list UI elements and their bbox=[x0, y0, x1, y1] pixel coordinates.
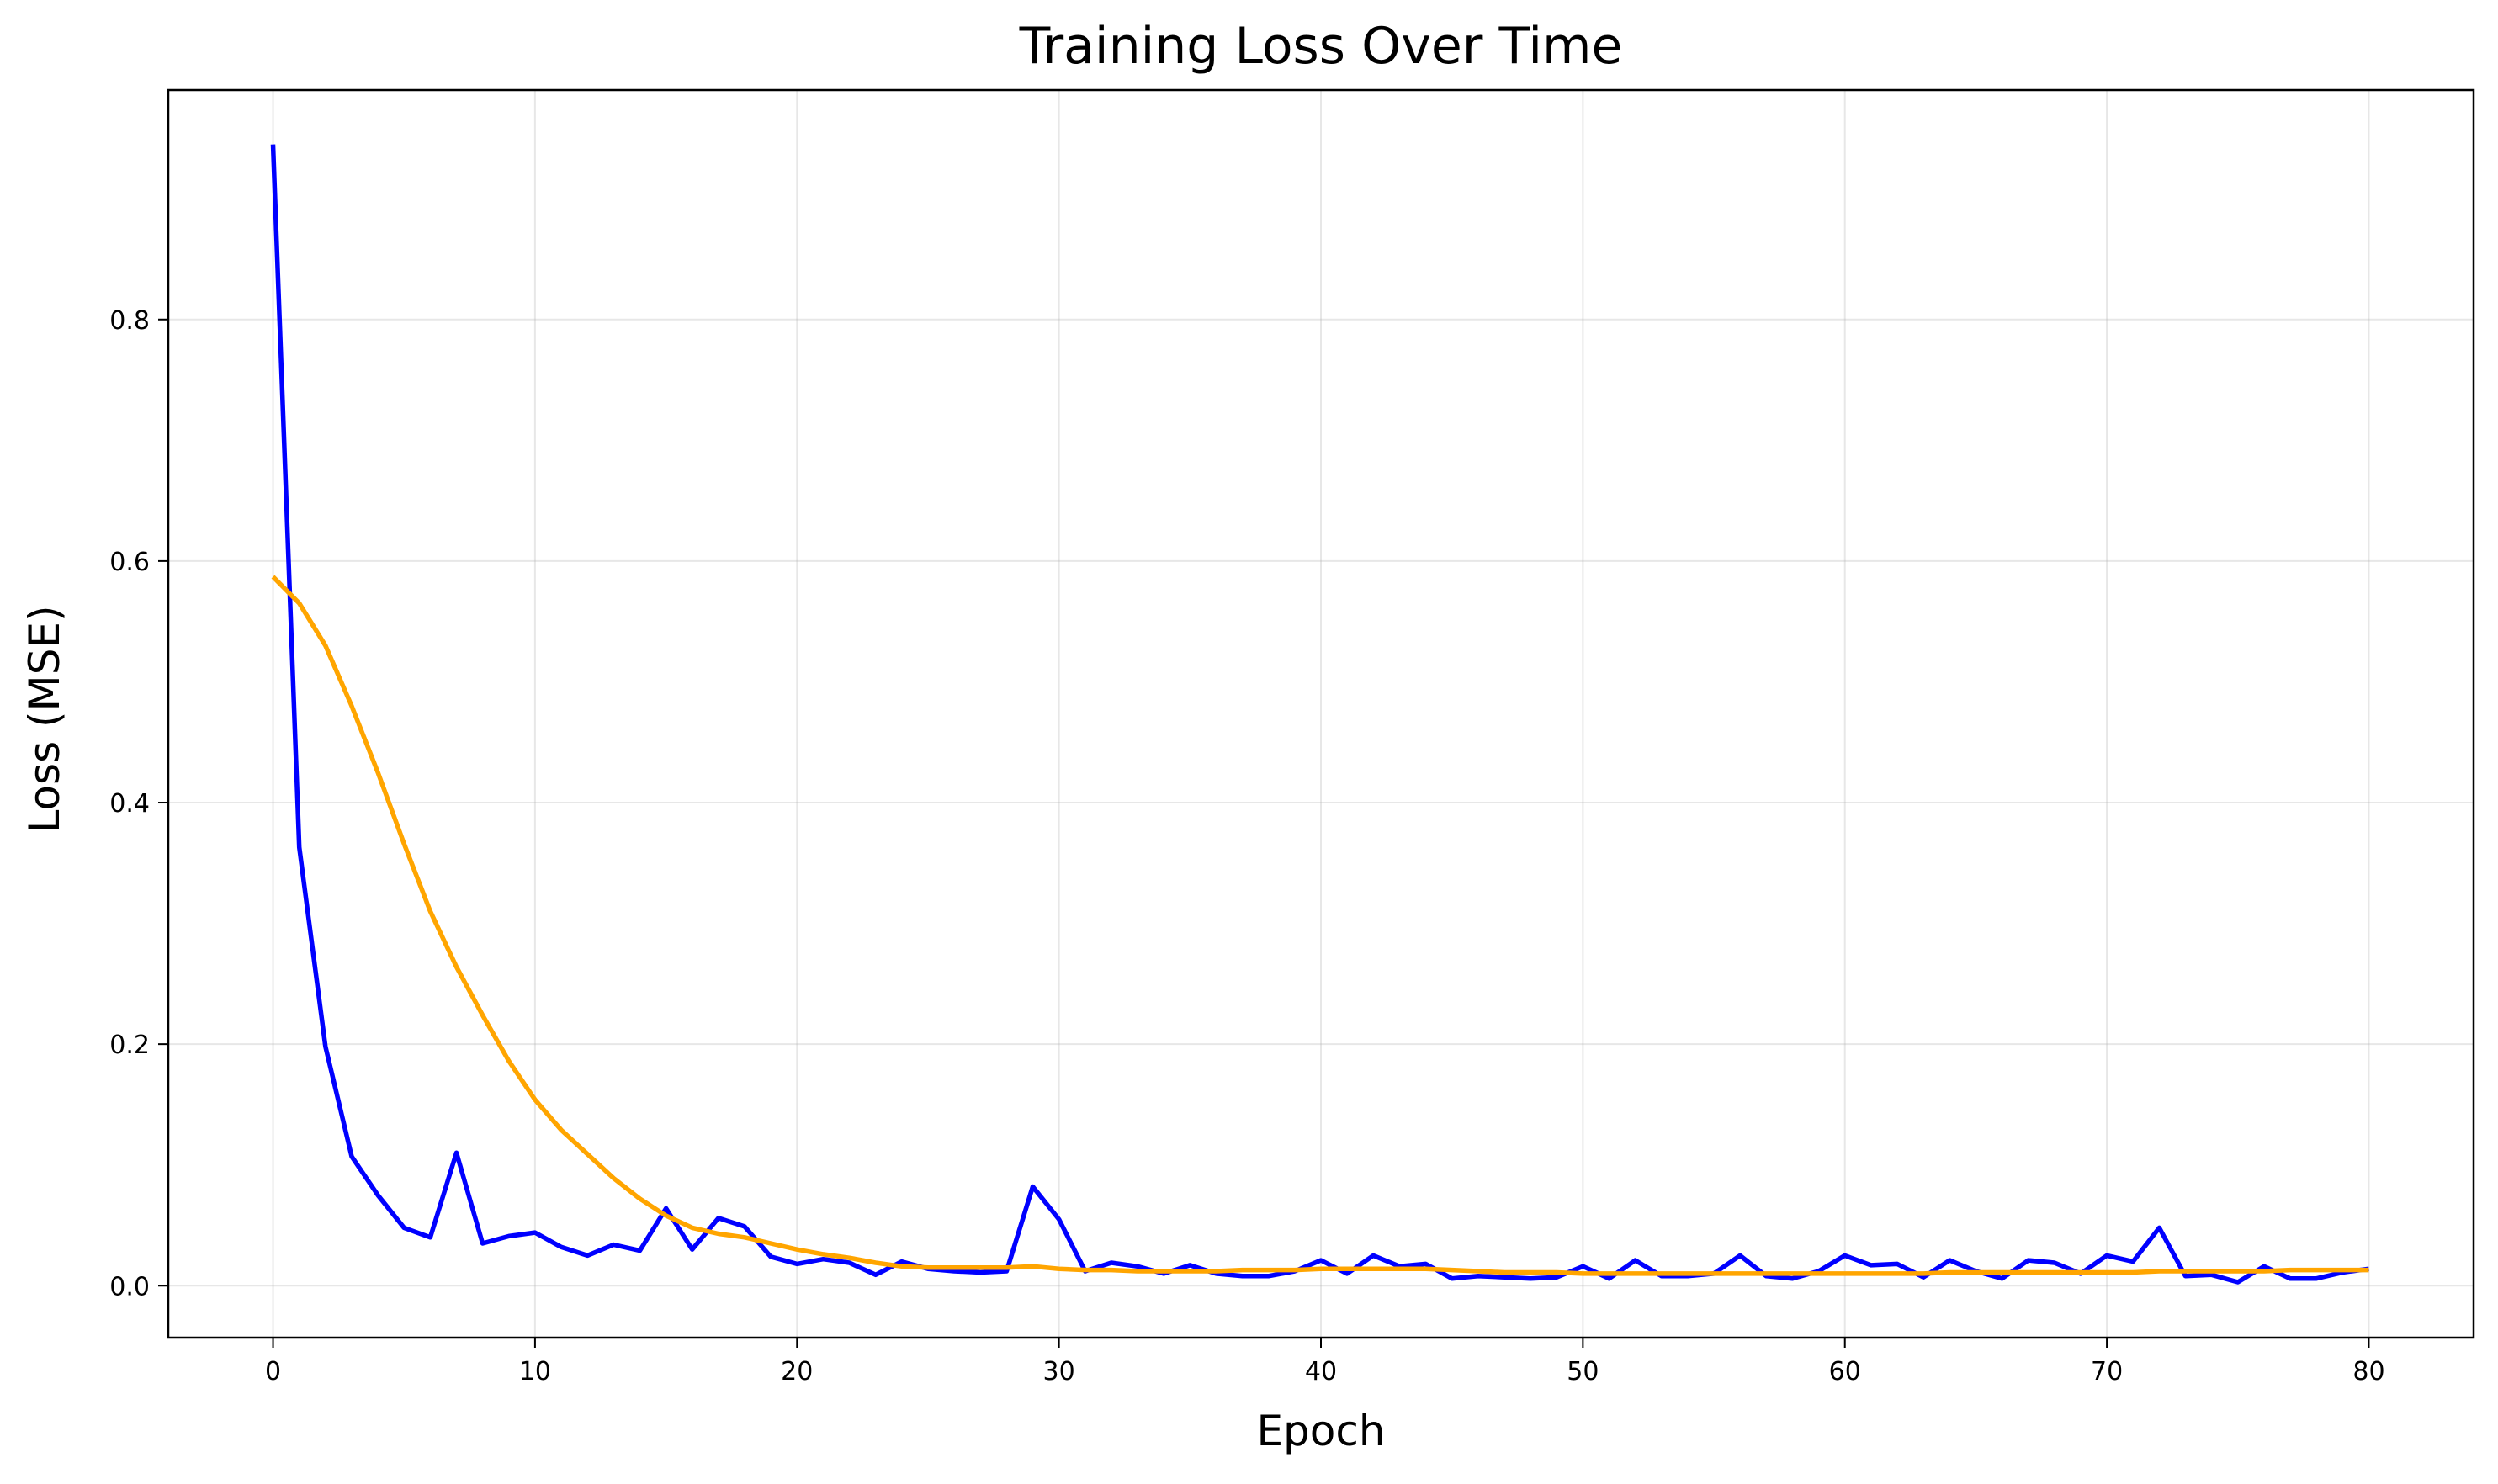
x-axis-ticks: 0 10 20 30 40 50 60 70 80 bbox=[265, 1338, 2385, 1386]
y-tick-label: 0.4 bbox=[109, 789, 150, 819]
y-tick-label: 0.2 bbox=[109, 1031, 150, 1060]
series-line-0 bbox=[270, 144, 2369, 1285]
x-tick-label: 10 bbox=[519, 1357, 551, 1386]
x-tick-label: 60 bbox=[1829, 1357, 1861, 1386]
x-tick-label: 0 bbox=[265, 1357, 281, 1386]
x-tick-label: 70 bbox=[2091, 1357, 2123, 1386]
x-axis-label: Epoch bbox=[1256, 1407, 1385, 1455]
y-axis-ticks: 0.0 0.2 0.4 0.6 0.8 bbox=[109, 306, 168, 1301]
series-line-1 bbox=[271, 575, 2369, 1276]
y-tick-label: 0.8 bbox=[109, 306, 150, 336]
series-lines bbox=[270, 144, 2369, 1285]
y-axis-label: Loss (MSE) bbox=[20, 605, 69, 833]
x-tick-label: 20 bbox=[781, 1357, 813, 1386]
chart-title: Training Loss Over Time bbox=[1019, 17, 1623, 76]
y-tick-label: 0.0 bbox=[109, 1272, 150, 1301]
grid bbox=[168, 90, 2474, 1338]
x-tick-label: 30 bbox=[1043, 1357, 1075, 1386]
x-tick-label: 50 bbox=[1567, 1357, 1599, 1386]
x-tick-label: 80 bbox=[2352, 1357, 2384, 1386]
x-tick-label: 40 bbox=[1305, 1357, 1337, 1386]
y-tick-label: 0.6 bbox=[109, 548, 150, 577]
